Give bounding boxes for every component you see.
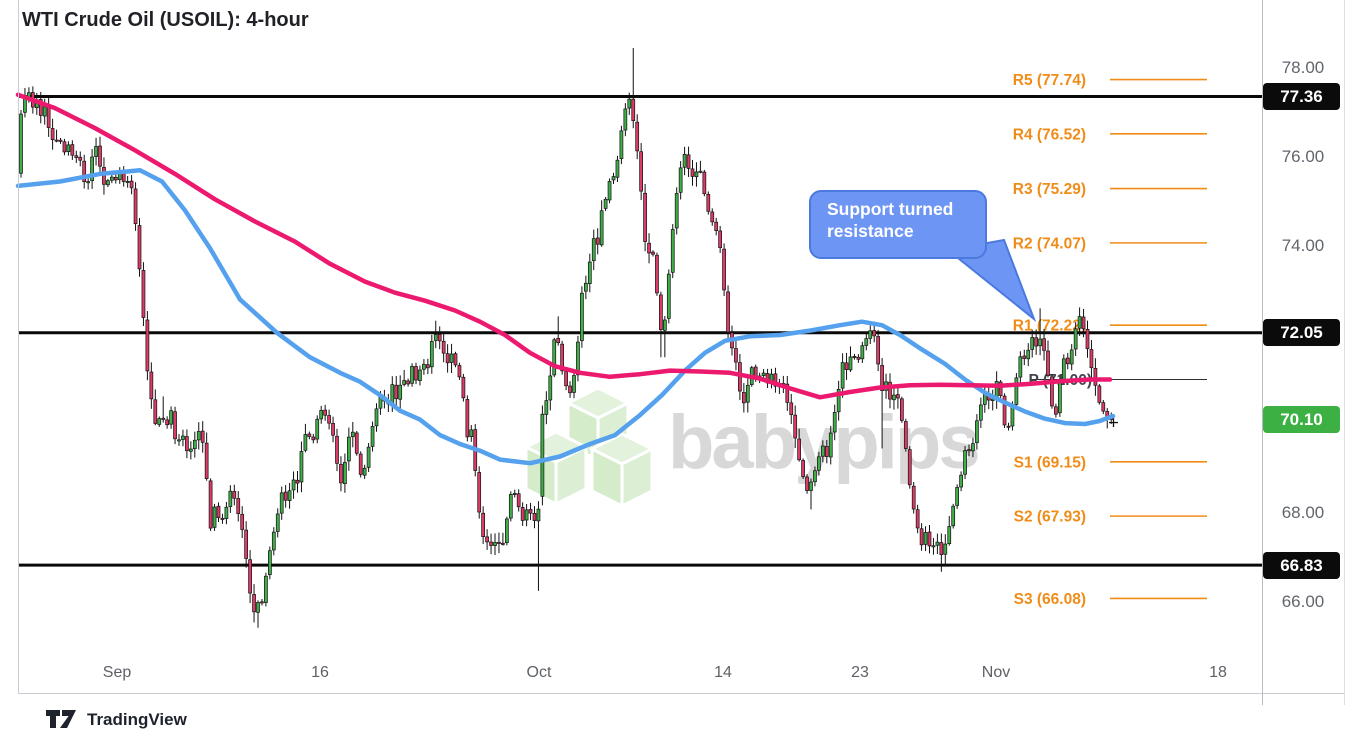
tradingview-logo-text: TradingView bbox=[87, 710, 187, 729]
y-axis-tick-label: 78.00 bbox=[1281, 58, 1325, 77]
tradingview-mark-icon bbox=[46, 710, 76, 728]
chart-left-border bbox=[18, 0, 19, 693]
babypips-watermark-text: babypips bbox=[668, 400, 978, 485]
pivot-label: R3 (75.29) bbox=[1013, 181, 1086, 198]
x-axis-label-Oct: Oct bbox=[526, 664, 552, 681]
x-axis-label-Sep: Sep bbox=[102, 664, 132, 681]
pivot-label: R1 (72.22) bbox=[1013, 318, 1086, 335]
callout-text-line1: Support turned bbox=[827, 199, 953, 219]
x-axis-label-Nov: Nov bbox=[981, 664, 1011, 681]
y-axis-tick-label: 68.00 bbox=[1281, 503, 1325, 522]
ma-slow-pink bbox=[15, 92, 1113, 400]
price-tag-70.10: 70.10 bbox=[1263, 406, 1340, 434]
y-axis-tick-label: 66.00 bbox=[1281, 592, 1325, 611]
price-tag-66.83: 66.83 bbox=[1263, 551, 1340, 579]
candlestick-series bbox=[19, 47, 1114, 628]
pivot-label: R5 (77.74) bbox=[1013, 72, 1086, 89]
page-title: WTI Crude Oil (USOIL): 4-hour bbox=[22, 9, 309, 31]
callout-body bbox=[809, 190, 987, 259]
x-axis-label-23: 23 bbox=[851, 664, 869, 681]
tradingview-logo[interactable]: TradingView bbox=[46, 709, 187, 731]
callout-bubble[interactable]: Support turned resistance bbox=[809, 190, 1037, 323]
right-edge-border bbox=[1344, 0, 1345, 705]
price-tag-77.36: 77.36 bbox=[1263, 82, 1340, 110]
moving-averages bbox=[15, 92, 1116, 466]
pivot-levels: R5 (77.74) R4 (76.52) R3 (75.29) R2 (74.07)… bbox=[1013, 72, 1207, 608]
pivot-label: R2 (74.07) bbox=[1013, 235, 1086, 252]
x-axis-label-14: 14 bbox=[714, 664, 732, 681]
price-axis-border bbox=[1262, 0, 1263, 705]
x-axis-label-18: 18 bbox=[1209, 664, 1227, 681]
pivot-label: R4 (76.52) bbox=[1013, 126, 1086, 143]
support-resistance-lines bbox=[18, 94, 1262, 567]
pivot-label: S1 (69.15) bbox=[1014, 454, 1086, 471]
last-price-marker bbox=[1109, 418, 1118, 428]
callout-text-line2: resistance bbox=[827, 221, 914, 241]
babypips-watermark: babypips bbox=[522, 386, 981, 509]
pivot-label: S2 (67.93) bbox=[1014, 509, 1086, 526]
price-tag-72.05: 72.05 bbox=[1263, 319, 1340, 347]
y-axis-tick-label: 76.00 bbox=[1281, 147, 1325, 166]
pivot-label: S3 (66.08) bbox=[1014, 591, 1086, 608]
y-axis-tick-label: 74.00 bbox=[1281, 236, 1325, 255]
x-axis-label-16: 16 bbox=[311, 664, 329, 681]
time-axis-border bbox=[18, 693, 1345, 694]
